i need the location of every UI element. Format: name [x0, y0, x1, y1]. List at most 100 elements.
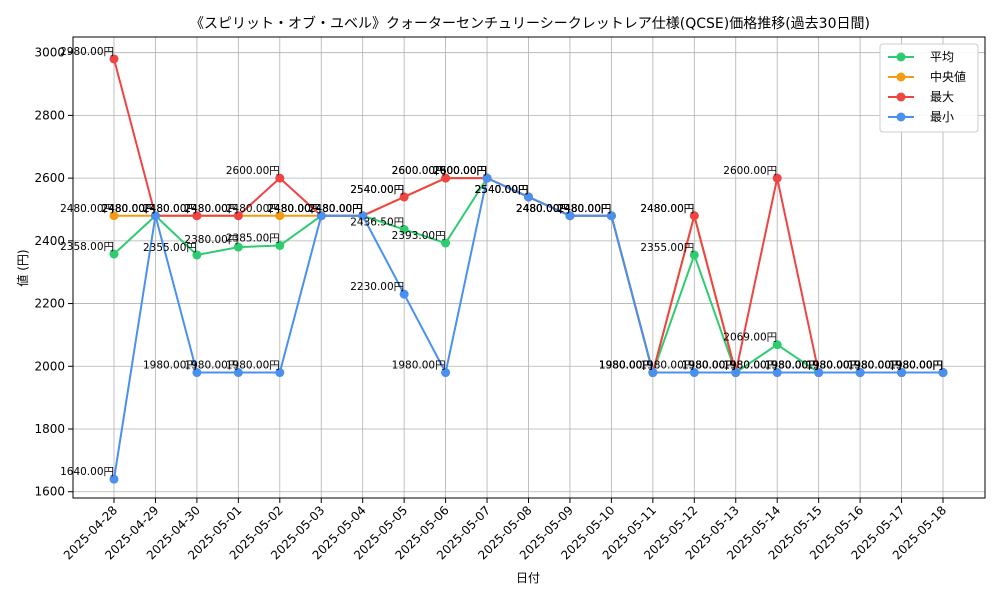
data-label: 2480.00円: [309, 203, 363, 215]
data-label: 1980.00円: [765, 360, 819, 372]
data-label: 1980.00円: [765, 360, 819, 372]
data-point: [275, 173, 285, 183]
series-layer: [109, 54, 948, 484]
data-label: 2393.00円: [392, 230, 446, 242]
data-label: 1980.00円: [806, 360, 860, 372]
data-label: 2358.00円: [60, 241, 114, 253]
axis-layer: 2025-04-282025-04-292025-04-302025-05-01…: [34, 46, 949, 563]
data-label: 1980.00円: [848, 360, 902, 372]
data-label: 2480.00円: [557, 203, 611, 215]
data-point: [399, 224, 409, 234]
data-point: [109, 211, 119, 221]
data-point: [109, 54, 119, 64]
data-label: 2540.00円: [475, 184, 529, 196]
data-point: [606, 211, 616, 221]
data-label: 2480.00円: [267, 203, 321, 215]
data-label: 1980.00円: [682, 360, 736, 372]
data-point: [772, 340, 782, 350]
data-label: 2600.00円: [433, 165, 487, 177]
data-point: [772, 173, 782, 183]
y-tick-label: 2000: [34, 359, 65, 373]
legend-marker: [896, 92, 906, 102]
data-label: 1980.00円: [226, 360, 280, 372]
data-point: [399, 192, 409, 202]
data-label: 2480.00円: [184, 203, 238, 215]
y-tick-label: 2200: [34, 297, 65, 311]
data-label: 2600.00円: [433, 165, 487, 177]
data-label: 2385.00円: [226, 233, 280, 245]
data-label: 2600.00円: [433, 165, 487, 177]
data-point: [689, 211, 699, 221]
y-tick-label: 1600: [34, 485, 65, 499]
data-label: 1980.00円: [599, 360, 653, 372]
data-point: [648, 368, 658, 378]
data-point: [482, 173, 492, 183]
data-label: 1980.00円: [765, 360, 819, 372]
data-label: 2600.00円: [392, 165, 446, 177]
data-label: 1980.00円: [806, 360, 860, 372]
data-label: 2480.00円: [557, 203, 611, 215]
data-label: 2480.00円: [267, 203, 321, 215]
data-label: 2480.00円: [267, 203, 321, 215]
data-label: 2480.00円: [557, 203, 611, 215]
data-point: [855, 368, 865, 378]
data-label: 2480.00円: [226, 203, 280, 215]
data-label: 2600.00円: [392, 165, 446, 177]
y-tick-label: 1800: [34, 422, 65, 436]
data-point: [399, 289, 409, 299]
data-label: 2480.00円: [143, 203, 197, 215]
data-point: [358, 211, 368, 221]
data-label: 2230.00円: [350, 281, 404, 293]
data-label: 2480.00円: [640, 203, 694, 215]
legend-label: 中央値: [930, 69, 966, 84]
data-point: [441, 238, 451, 248]
data-label: 1980.00円: [848, 360, 902, 372]
data-label: 2069.00円: [723, 332, 777, 344]
legend-item: 最小: [888, 110, 954, 124]
y-tick-label: 2400: [34, 234, 65, 248]
data-label: 2436.50円: [350, 216, 404, 228]
data-label: 1980.00円: [599, 360, 653, 372]
data-label: 2480.00円: [102, 203, 156, 215]
data-label: 2480.00円: [143, 203, 197, 215]
data-label: 2480.00円: [309, 203, 363, 215]
data-point: [109, 249, 119, 259]
legend-label: 平均: [930, 50, 954, 64]
legend-label: 最大: [930, 90, 954, 104]
legend-box: [879, 43, 979, 133]
chart-title: 《スピリット・オブ・ユベル》クォーターセンチュリーシークレットレア仕様(QCSE…: [190, 15, 870, 32]
legend-marker: [896, 72, 906, 82]
data-label: 1980.00円: [765, 360, 819, 372]
data-label: 1980.00円: [599, 360, 653, 372]
data-point: [441, 173, 451, 183]
legend-label: 最小: [930, 110, 954, 124]
series-3: [109, 173, 948, 484]
data-label: 1980.00円: [848, 360, 902, 372]
data-label: 2355.00円: [640, 242, 694, 254]
data-label: 1980.00円: [682, 360, 736, 372]
data-point: [275, 211, 285, 221]
data-label: 2355.00円: [143, 242, 197, 254]
data-point: [689, 368, 699, 378]
grid-layer: [73, 37, 985, 498]
data-label: 2480.00円: [102, 203, 156, 215]
data-label: 1980.00円: [640, 360, 694, 372]
data-label: 2540.00円: [475, 184, 529, 196]
data-label: 2480.00円: [184, 203, 238, 215]
data-label: 1640.00円: [60, 466, 114, 478]
data-point: [316, 211, 326, 221]
data-label: 2480.00円: [267, 203, 321, 215]
data-label: 2480.00円: [516, 203, 570, 215]
data-point: [275, 368, 285, 378]
data-label: 2480.00円: [640, 203, 694, 215]
legend-item: 中央値: [888, 69, 966, 84]
data-point: [565, 211, 575, 221]
data-point: [731, 368, 741, 378]
data-label: 2480.00円: [516, 203, 570, 215]
data-point: [109, 474, 119, 484]
data-label: 2480.00円: [102, 203, 156, 215]
data-point: [897, 368, 907, 378]
